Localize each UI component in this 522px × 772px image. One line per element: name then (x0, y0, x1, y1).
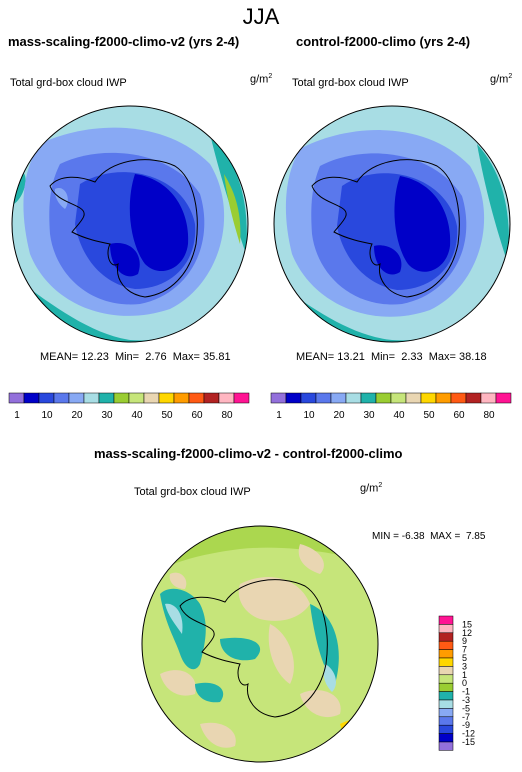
colorbar-tick-label: 40 (393, 410, 405, 421)
colorbar-tick-label: 80 (221, 410, 233, 421)
diff-colorbar-tick-label: 3 (462, 661, 467, 671)
diff-colorbar-tick-label: -12 (462, 729, 475, 739)
colorbar-swatch (128, 392, 145, 404)
colorbar-swatch (315, 392, 332, 404)
colorbar-tick-label: 1 (14, 410, 20, 421)
colorbar-swatch (23, 392, 40, 404)
diff-colorbar-swatch (438, 708, 454, 718)
colorbar-swatch (345, 392, 362, 404)
colorbar-swatch (98, 392, 115, 404)
diff-colorbar-tick-label: 12 (462, 628, 472, 638)
colorbar-swatch (390, 392, 407, 404)
colorbar-tick-label: 1 (276, 410, 282, 421)
diff-colorbar-tick-label: 9 (462, 636, 467, 646)
colorbar-swatch (218, 392, 235, 404)
colorbar-swatch (435, 392, 452, 404)
colorbar-swatch (203, 392, 220, 404)
colorbar-tick-label: 30 (363, 410, 375, 421)
left-panel-title: mass-scaling-f2000-climo-v2 (yrs 2-4) (8, 34, 240, 49)
diff-colorbar-tick-label: -3 (462, 695, 470, 705)
colorbar-swatch (233, 392, 250, 404)
colorbar-swatch (188, 392, 205, 404)
colorbar-tick-label: 10 (303, 410, 315, 421)
diff-variable-label: Total grd-box cloud IWP (134, 486, 251, 498)
diff-colorbar-tick-label: 7 (462, 645, 467, 655)
diff-colorbar-swatch (438, 657, 454, 667)
diff-colorbar-swatch (438, 724, 454, 734)
colorbar-tick-label: 50 (161, 410, 173, 421)
colorbar-swatch (480, 392, 497, 404)
diff-colorbar-swatch (438, 640, 454, 650)
diff-colorbar-swatch (438, 674, 454, 684)
colorbar-swatch (113, 392, 130, 404)
diff-units-label: g/m2 (360, 482, 383, 495)
colorbar-swatch (143, 392, 160, 404)
right-colorbar: 1 10 20 30 40 50 60 80 (270, 392, 512, 421)
right-variable-label: Total grd-box cloud IWP (292, 77, 409, 89)
colorbar-tick-label: 60 (191, 410, 203, 421)
colorbar-swatch (495, 392, 512, 404)
left-map (11, 105, 249, 343)
diff-colorbar-tick-label: -1 (462, 687, 470, 697)
diff-colorbar-tick-label: -15 (462, 737, 475, 747)
left-colorbar: 1 10 20 30 40 50 60 80 (8, 392, 250, 421)
colorbar-tick-label: 20 (71, 410, 83, 421)
colorbar-tick-label: 10 (41, 410, 53, 421)
diff-colorbar-swatch (438, 615, 454, 625)
diff-colorbar-swatch (438, 682, 454, 692)
colorbar-swatch (68, 392, 85, 404)
colorbar-swatch (300, 392, 317, 404)
colorbar-tick-label: 80 (483, 410, 495, 421)
colorbar-tick-label: 20 (333, 410, 345, 421)
colorbar-swatch (8, 392, 25, 404)
diff-colorbar-tick-label: 5 (462, 653, 467, 663)
right-panel-title: control-f2000-climo (yrs 2-4) (296, 34, 471, 49)
diff-colorbar-tick-label: 1 (462, 670, 467, 680)
colorbar-swatch (450, 392, 467, 404)
colorbar-swatch (38, 392, 55, 404)
colorbar-swatch (83, 392, 100, 404)
colorbar-swatch (173, 392, 190, 404)
colorbar-swatch (53, 392, 70, 404)
diff-map (141, 525, 379, 763)
right-map (273, 105, 511, 343)
diff-colorbar-tick-label: 0 (462, 678, 467, 688)
diff-minmax: MIN = -6.38 MAX = 7.85 (372, 531, 486, 542)
diff-colorbar-tick-label: 15 (462, 619, 472, 629)
colorbar-tick-label: 50 (423, 410, 435, 421)
season-title: JJA (242, 4, 280, 29)
colorbar-swatch (465, 392, 482, 404)
diff-colorbar-swatch (438, 699, 454, 709)
colorbar-tick-label: 60 (453, 410, 465, 421)
diff-colorbar-tick-label: -5 (462, 703, 470, 713)
left-units-label: g/m2 (250, 73, 273, 86)
diff-colorbar-swatch (438, 624, 454, 634)
diff-colorbar-swatch (438, 733, 454, 743)
diff-colorbar-tick-label: -7 (462, 712, 470, 722)
right-units-label: g/m2 (490, 73, 513, 86)
colorbar-tick-label: 30 (101, 410, 113, 421)
colorbar-swatch (330, 392, 347, 404)
diff-colorbar-swatch (438, 649, 454, 659)
diff-colorbar-swatch (438, 716, 454, 726)
colorbar-swatch (285, 392, 302, 404)
colorbar-swatch (360, 392, 377, 404)
colorbar-swatch (405, 392, 422, 404)
diff-colorbar-swatch (438, 741, 454, 751)
right-stats: MEAN= 13.21 Min= 2.33 Max= 38.18 (296, 351, 487, 363)
colorbar-swatch (270, 392, 287, 404)
colorbar-swatch (420, 392, 437, 404)
colorbar-swatch (375, 392, 392, 404)
left-stats: MEAN= 12.23 Min= 2.76 Max= 35.81 (40, 351, 231, 363)
diff-colorbar-swatch (438, 666, 454, 676)
diff-colorbar-swatch (438, 632, 454, 642)
diff-panel-title: mass-scaling-f2000-climo-v2 - control-f2… (94, 446, 403, 461)
left-variable-label: Total grd-box cloud IWP (10, 77, 127, 89)
diff-colorbar-tick-label: -9 (462, 720, 470, 730)
diff-colorbar-swatch (438, 691, 454, 701)
colorbar-swatch (158, 392, 175, 404)
colorbar-tick-label: 40 (131, 410, 143, 421)
